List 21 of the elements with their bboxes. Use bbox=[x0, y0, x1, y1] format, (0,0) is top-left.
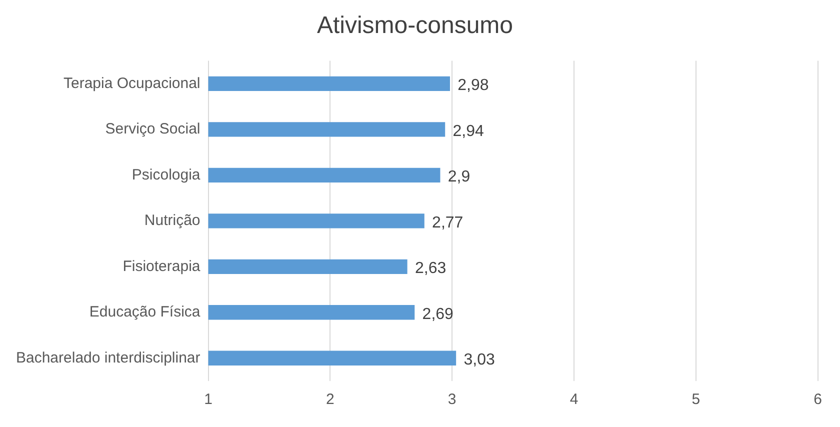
y-tick-label: Bacharelado interdisciplinar bbox=[16, 349, 200, 366]
y-tick-label: Nutrição bbox=[144, 212, 200, 230]
data-label: 3,03 bbox=[464, 352, 495, 369]
data-label: 2,63 bbox=[414, 260, 446, 278]
x-tick-label: 2 bbox=[326, 391, 334, 408]
y-tick-label: Serviço Social bbox=[105, 120, 200, 138]
data-label: 2,9 bbox=[448, 168, 470, 186]
data-label: 2,98 bbox=[458, 77, 489, 94]
x-tick-label: 1 bbox=[204, 391, 212, 408]
y-tick-label: Terapia Ocupacional bbox=[64, 74, 200, 92]
y-tick-label: Psicologia bbox=[132, 166, 201, 184]
data-label: 2,69 bbox=[422, 306, 454, 323]
data-label: 2,94 bbox=[452, 122, 484, 140]
data-label: 2,77 bbox=[432, 214, 464, 232]
y-tick-label: Fisioterapia bbox=[122, 258, 201, 275]
y-tick-label: Educação Física bbox=[89, 304, 201, 321]
chart-title: Ativismo-consumo bbox=[316, 12, 514, 40]
x-tick-label: 6 bbox=[814, 391, 822, 408]
x-tick-label: 4 bbox=[570, 391, 578, 408]
x-tick-label: 5 bbox=[692, 391, 700, 408]
x-tick-label: 3 bbox=[448, 391, 456, 408]
